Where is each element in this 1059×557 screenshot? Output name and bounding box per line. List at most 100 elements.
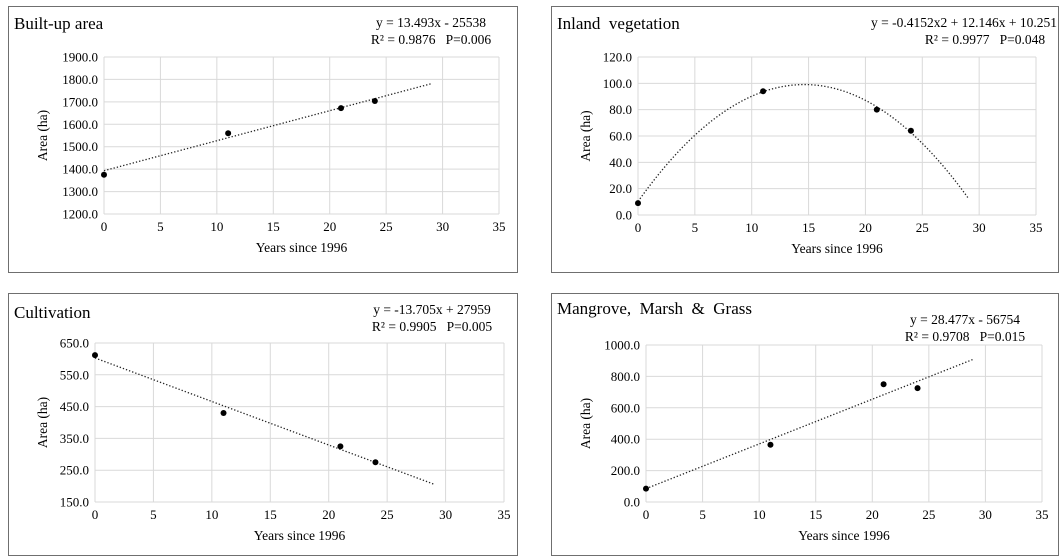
data-point <box>767 441 774 448</box>
y-tick-label: 1300.0 <box>62 184 98 199</box>
y-tick-label: 120.0 <box>603 50 632 65</box>
x-axis-label: Years since 1996 <box>254 528 346 543</box>
y-tick-label: 100.0 <box>603 76 632 91</box>
x-tick-label: 10 <box>210 219 223 234</box>
y-tick-label: 650.0 <box>60 336 89 351</box>
x-tick-label: 0 <box>635 220 642 235</box>
y-tick-label: 600.0 <box>611 400 640 415</box>
chart-svg-built-up-area: Built-up area y = 13.493x - 25538 R² = 0… <box>14 14 506 255</box>
data-point <box>220 409 227 416</box>
y-tick-label: 20.0 <box>609 181 632 196</box>
y-tick-label: 450.0 <box>60 399 89 414</box>
x-tick-label: 20 <box>866 507 879 522</box>
y-axis-label: Area (ha) <box>35 110 50 161</box>
x-tick-label: 15 <box>267 219 280 234</box>
x-tick-label: 30 <box>979 507 992 522</box>
y-tick-label: 350.0 <box>60 431 89 446</box>
x-tick-label: 0 <box>101 219 108 234</box>
chart-cultivation: Cultivation y = -13.705x + 27959 R² = 0.… <box>8 293 518 556</box>
x-tick-label: 25 <box>381 507 394 522</box>
regression-stats: R² = 0.9708 P=0.015 <box>905 329 1025 344</box>
chart-svg-mangrove-marsh-grass: Mangrove, Marsh & Grass y = 28.477x - 56… <box>557 299 1049 543</box>
x-tick-label: 35 <box>1030 220 1043 235</box>
x-tick-label: 20 <box>323 219 336 234</box>
data-point <box>101 171 107 178</box>
x-tick-label: 0 <box>92 507 99 522</box>
x-tick-label: 35 <box>493 219 506 234</box>
data-point <box>338 105 344 112</box>
x-tick-label: 5 <box>157 219 164 234</box>
y-tick-label: 1500.0 <box>62 139 98 154</box>
y-tick-label: 0.0 <box>616 208 632 223</box>
data-point <box>337 443 344 450</box>
x-tick-label: 10 <box>205 507 218 522</box>
y-tick-label: 150.0 <box>60 495 89 510</box>
x-tick-label: 20 <box>322 507 335 522</box>
data-point <box>92 352 98 359</box>
data-point <box>760 88 767 95</box>
trendline <box>637 83 969 202</box>
y-tick-label: 40.0 <box>609 155 632 170</box>
y-axis-label: Area (ha) <box>35 397 50 448</box>
regression-equation: y = -13.705x + 27959 <box>373 302 491 317</box>
y-tick-label: 400.0 <box>611 432 640 447</box>
data-point <box>873 106 880 113</box>
data-point <box>371 97 378 104</box>
trendline <box>94 357 435 485</box>
x-tick-label: 30 <box>439 507 452 522</box>
y-tick-label: 200.0 <box>611 463 640 478</box>
regression-equation: y = -0.4152x2 + 12.146x + 10.251 <box>871 15 1057 30</box>
y-tick-label: 250.0 <box>60 463 89 478</box>
x-tick-label: 30 <box>973 220 986 235</box>
chart-mangrove-marsh-grass: Mangrove, Marsh & Grass y = 28.477x - 56… <box>551 293 1059 556</box>
x-tick-label: 25 <box>380 219 393 234</box>
chart-title: Cultivation <box>14 303 91 322</box>
trendline <box>645 358 975 490</box>
regression-stats: R² = 0.9905 P=0.005 <box>372 319 492 334</box>
x-tick-label: 15 <box>809 507 822 522</box>
x-tick-label: 0 <box>643 507 650 522</box>
data-point <box>914 385 921 392</box>
data-point <box>225 130 232 137</box>
x-tick-label: 10 <box>753 507 766 522</box>
x-axis-label: Years since 1996 <box>791 241 883 256</box>
x-tick-label: 15 <box>802 220 815 235</box>
x-tick-label: 5 <box>692 220 699 235</box>
regression-equation: y = 28.477x - 56754 <box>910 312 1020 327</box>
regression-equation: y = 13.493x - 25538 <box>376 15 486 30</box>
y-tick-label: 1400.0 <box>62 162 98 177</box>
x-tick-label: 30 <box>436 219 449 234</box>
x-tick-label: 35 <box>498 507 511 522</box>
data-point <box>372 459 379 466</box>
chart-svg-cultivation: Cultivation y = -13.705x + 27959 R² = 0.… <box>14 302 511 543</box>
data-point <box>643 485 649 492</box>
y-tick-label: 800.0 <box>611 369 640 384</box>
y-tick-label: 550.0 <box>60 367 89 382</box>
data-point <box>635 200 641 207</box>
y-tick-label: 0.0 <box>624 495 640 510</box>
x-axis-label: Years since 1996 <box>798 528 890 543</box>
x-axis-label: Years since 1996 <box>256 240 348 255</box>
y-tick-label: 1800.0 <box>62 72 98 87</box>
chart-built-up-area: Built-up area y = 13.493x - 25538 R² = 0… <box>8 6 518 273</box>
chart-title: Inland vegetation <box>557 14 680 33</box>
chart-svg-inland-vegetation: Inland vegetation y = -0.4152x2 + 12.146… <box>557 14 1057 256</box>
y-tick-label: 60.0 <box>609 129 632 144</box>
x-tick-label: 20 <box>859 220 872 235</box>
x-tick-label: 25 <box>922 507 935 522</box>
x-tick-label: 10 <box>745 220 758 235</box>
chart-inland-vegetation: Inland vegetation y = -0.4152x2 + 12.146… <box>551 6 1059 273</box>
y-axis-label: Area (ha) <box>578 110 593 161</box>
y-tick-label: 1200.0 <box>62 207 98 222</box>
data-point <box>907 127 914 134</box>
trendline <box>103 83 432 172</box>
y-tick-label: 1600.0 <box>62 117 98 132</box>
x-tick-label: 25 <box>916 220 929 235</box>
chart-title: Built-up area <box>14 14 104 33</box>
x-tick-label: 15 <box>264 507 277 522</box>
y-tick-label: 80.0 <box>609 102 632 117</box>
x-tick-label: 5 <box>150 507 157 522</box>
x-tick-label: 5 <box>699 507 706 522</box>
data-point <box>880 381 887 388</box>
y-tick-label: 1700.0 <box>62 94 98 109</box>
